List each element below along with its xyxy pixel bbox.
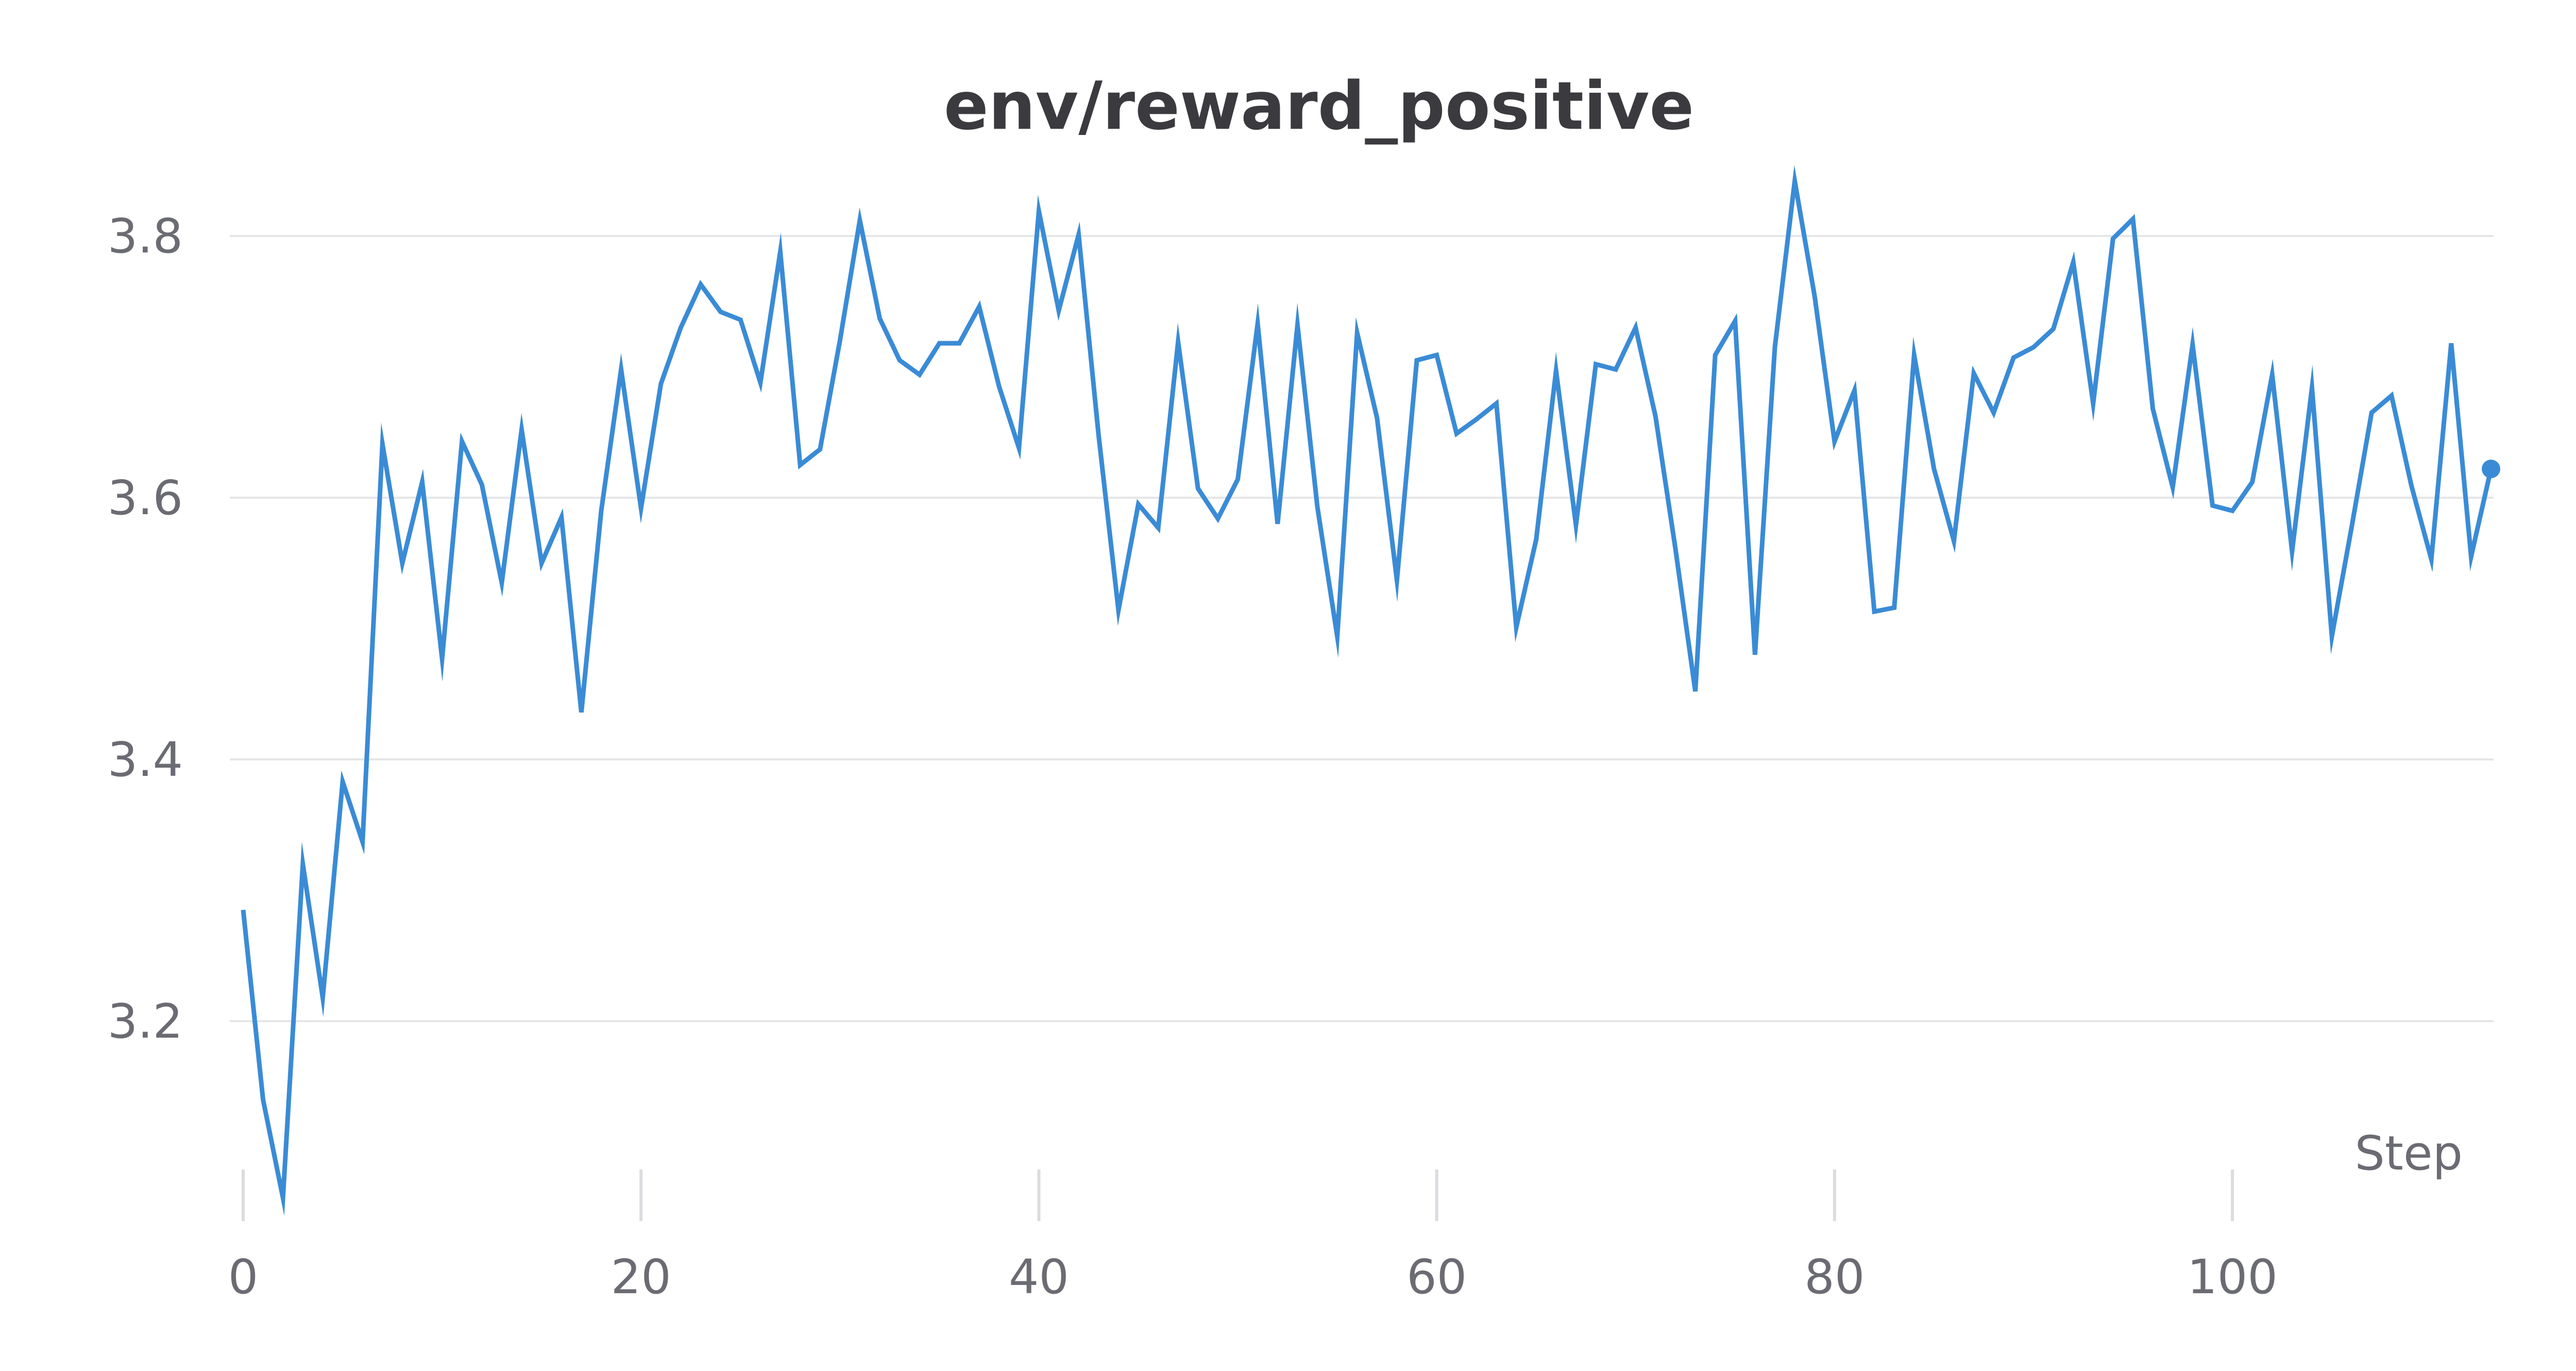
- y-tick-label-layer: 3.2 3.4 3.6 3.8: [108, 209, 183, 1049]
- y-tick-label: 3.2: [108, 994, 183, 1049]
- y-tick-label: 3.8: [108, 209, 183, 264]
- last-point-marker: [2482, 460, 2500, 479]
- x-axis-label: Step: [2355, 1126, 2463, 1181]
- chart-title: env/reward_positive: [944, 68, 1694, 145]
- x-tick-label: 40: [1009, 1249, 1069, 1305]
- y-tick-label: 3.4: [108, 732, 183, 787]
- x-tick-label: 80: [1804, 1249, 1865, 1305]
- x-tick-label: 20: [611, 1249, 671, 1305]
- series-layer: [241, 165, 2500, 1216]
- y-tick-label: 3.6: [108, 470, 183, 526]
- x-tick-layer: 0 20 40 60 80 100: [228, 1170, 2278, 1305]
- x-tick-label: 0: [228, 1249, 259, 1305]
- x-tick-label: 100: [2187, 1249, 2278, 1305]
- series-line: [241, 165, 2494, 1216]
- x-tick-label: 60: [1406, 1249, 1467, 1305]
